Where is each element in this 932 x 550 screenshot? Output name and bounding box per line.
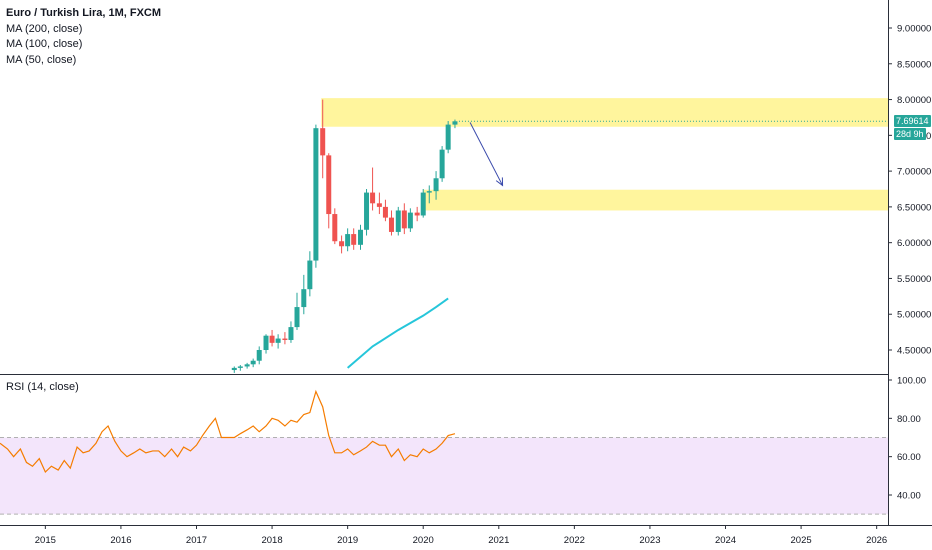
candle-body-2 xyxy=(237,366,243,368)
year-tick-label-6: 2020 xyxy=(413,535,434,546)
candle-body-33 xyxy=(433,178,439,192)
price-tick-label-8: 8.00000 xyxy=(897,95,931,106)
candle-body-4 xyxy=(250,360,256,365)
candle-body-26 xyxy=(388,217,394,232)
candle-body-7 xyxy=(269,335,275,343)
candle-body-16 xyxy=(326,155,332,215)
price-tick-label-2: 5.00000 xyxy=(897,310,931,321)
year-tick-label-11: 2025 xyxy=(791,535,812,546)
rsi-band xyxy=(0,437,888,515)
candle-body-6 xyxy=(263,335,269,350)
year-tick-label-4: 2018 xyxy=(261,535,282,546)
candle-body-8 xyxy=(275,338,281,343)
price-tick-label-3: 5.50000 xyxy=(897,274,931,285)
ma-200-label[interactable]: MA (200, close) xyxy=(6,22,83,35)
rsi-tick-label-1: 40.00 xyxy=(897,491,921,502)
year-tick-label-5: 2019 xyxy=(337,535,358,546)
candle-body-25 xyxy=(382,206,388,218)
candle-body-14 xyxy=(313,128,319,261)
candle-body-29 xyxy=(407,212,413,229)
candle-body-18 xyxy=(339,241,345,247)
year-tick-label-2: 2016 xyxy=(110,535,131,546)
candle-body-35 xyxy=(445,124,451,150)
price-tick-label-9: 8.50000 xyxy=(897,59,931,70)
price-tick-label-6: 7.00000 xyxy=(897,167,931,178)
resistance-zone-1 xyxy=(321,98,888,127)
ma-100-label[interactable]: MA (100, close) xyxy=(6,38,83,50)
candle-body-27 xyxy=(395,210,401,232)
candle-body-11 xyxy=(294,307,300,328)
resistance-zone-2 xyxy=(423,189,888,211)
rsi-line xyxy=(0,389,456,474)
candle-body-9 xyxy=(282,338,288,340)
rsi-label[interactable]: RSI (14, close) xyxy=(6,381,79,393)
price-tick-label-4: 6.00000 xyxy=(897,238,931,249)
price-tick-label-10: 9.00000 xyxy=(897,24,931,35)
candle-body-22 xyxy=(364,192,370,230)
candle-body-3 xyxy=(244,364,250,367)
candle-body-10 xyxy=(288,327,294,340)
symbol-title[interactable]: Euro / Turkish Lira, 1M, FXCM xyxy=(6,7,162,19)
candle-body-34 xyxy=(439,149,445,179)
year-tick-label-3: 2017 xyxy=(186,535,207,546)
candle-body-31 xyxy=(420,192,426,216)
candle-body-1 xyxy=(231,367,237,371)
year-tick-label-10: 2024 xyxy=(715,535,736,546)
last-price-badge: 7.69614 xyxy=(894,115,931,128)
candle-body-24 xyxy=(376,203,382,207)
price-tick-label-5: 6.50000 xyxy=(897,202,931,213)
year-tick-label-1: 2015 xyxy=(35,535,56,546)
candle-body-23 xyxy=(370,192,376,204)
forecast-arrow-head xyxy=(495,177,504,187)
candle-body-5 xyxy=(256,350,262,361)
rsi-tick-label-2: 60.00 xyxy=(897,452,921,463)
candle-body-30 xyxy=(414,212,420,216)
candle-body-20 xyxy=(351,234,357,245)
candle-body-32 xyxy=(426,191,432,193)
year-tick-label-9: 2023 xyxy=(639,535,660,546)
candle-body-21 xyxy=(357,229,363,245)
candle-body-19 xyxy=(345,234,351,247)
chart-legend: Euro / Turkish Lira, 1M, FXCM MA (200, c… xyxy=(6,6,161,68)
rsi-tick-label-3: 80.00 xyxy=(897,414,921,425)
candle-body-17 xyxy=(332,214,338,242)
ma-50-line xyxy=(346,297,449,369)
rsi-tick-label-4: 100.00 xyxy=(897,376,926,387)
candle-body-12 xyxy=(301,289,307,308)
candle-body-36 xyxy=(452,121,458,125)
main-price-pane[interactable] xyxy=(231,98,888,373)
rsi-pane[interactable] xyxy=(0,389,888,515)
year-tick-label-7: 2021 xyxy=(488,535,509,546)
ma-50-label[interactable]: MA (50, close) xyxy=(6,53,77,66)
bar-countdown-badge: 28d 9h xyxy=(894,128,926,141)
candle-body-13 xyxy=(307,260,313,290)
price-tick-label-1: 4.50000 xyxy=(897,346,931,357)
year-tick-label-8: 2022 xyxy=(564,535,585,546)
year-tick-label-12: 2026 xyxy=(866,535,887,546)
candle-body-15 xyxy=(320,128,326,156)
forecast-arrow-line xyxy=(469,122,504,186)
candle-body-28 xyxy=(401,210,407,229)
